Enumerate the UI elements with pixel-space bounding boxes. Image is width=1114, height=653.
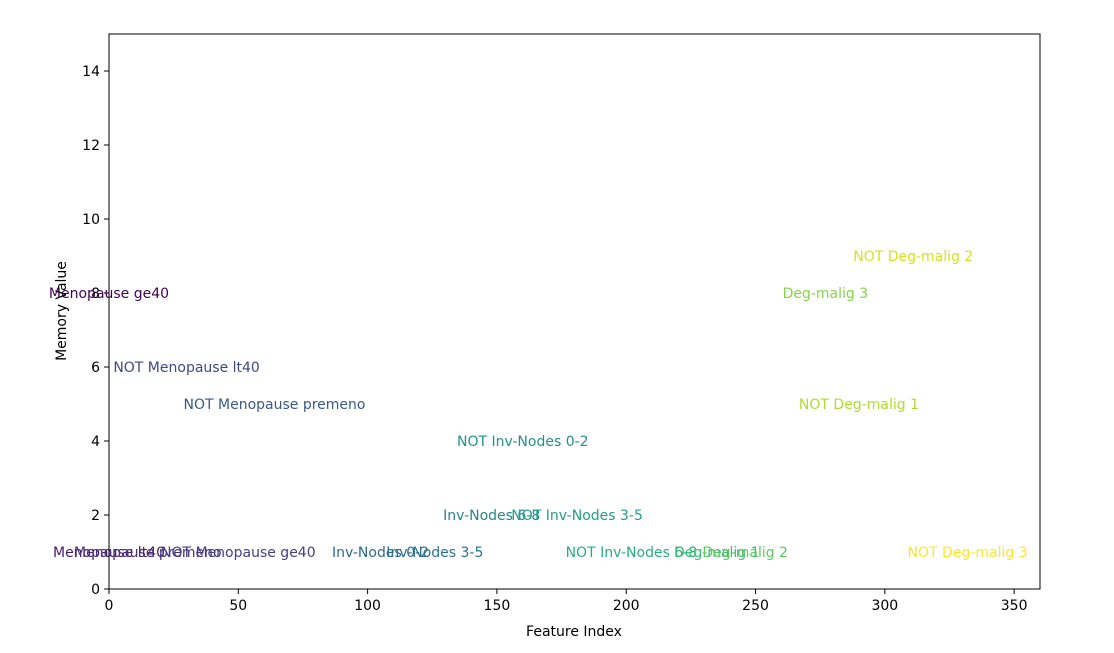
- x-tick-label: 200: [613, 598, 640, 614]
- x-axis-ticks: 0 50 100 150 200 250 300 350: [105, 589, 1028, 614]
- y-axis-ticks: 0 2 4 6 8 10 12 14: [82, 64, 109, 598]
- data-point-label: NOT Inv-Nodes 0-2: [457, 434, 589, 450]
- data-point-label: NOT Inv-Nodes 3-5: [511, 508, 643, 524]
- y-tick-label: 2: [91, 508, 100, 524]
- data-point-label: NOT Menopause lt40: [113, 360, 260, 376]
- x-axis-title: Feature Index: [526, 624, 622, 640]
- x-tick-label: 0: [105, 598, 114, 614]
- data-point-label: NOT Deg-malig 2: [853, 249, 973, 265]
- y-tick-label: 12: [82, 138, 100, 154]
- x-tick-label: 250: [742, 598, 769, 614]
- y-tick-label: 14: [82, 64, 100, 80]
- y-tick-label: 8: [91, 286, 100, 302]
- data-point-label: Inv-Nodes 3-5: [386, 545, 483, 561]
- x-tick-label: 300: [871, 598, 898, 614]
- plot-frame: [108, 33, 1041, 590]
- y-tick-label: 4: [91, 434, 100, 450]
- plot-area: [109, 34, 1040, 589]
- data-point-label: NOT Menopause ge40: [161, 545, 316, 561]
- y-tick-label: 0: [91, 582, 100, 598]
- data-point-label: NOT Deg-malig 1: [799, 397, 919, 413]
- y-tick-label: 10: [82, 212, 100, 228]
- data-point-label: Deg-malig 2: [702, 545, 788, 561]
- data-point-label: Deg-malig 3: [783, 286, 869, 302]
- data-point-label: NOT Deg-malig 3: [908, 545, 1028, 561]
- data-point-label: Inv-Nodes 0-2: [332, 545, 429, 561]
- y-axis-title: Memory Value: [54, 261, 70, 361]
- data-point-label: NOT Inv-Nodes 6-8: [566, 545, 698, 561]
- y-tick-label: 6: [91, 360, 100, 376]
- data-point-label: NOT Menopause premeno: [184, 397, 366, 413]
- data-point-label: Menopause premeno: [74, 545, 221, 561]
- x-tick-label: 100: [354, 598, 381, 614]
- x-tick-label: 350: [1001, 598, 1028, 614]
- data-point-label: Deg-malig 1: [674, 545, 760, 561]
- data-point-label: Inv-Nodes 6-8: [443, 508, 540, 524]
- x-tick-label: 150: [484, 598, 511, 614]
- x-tick-label: 50: [229, 598, 247, 614]
